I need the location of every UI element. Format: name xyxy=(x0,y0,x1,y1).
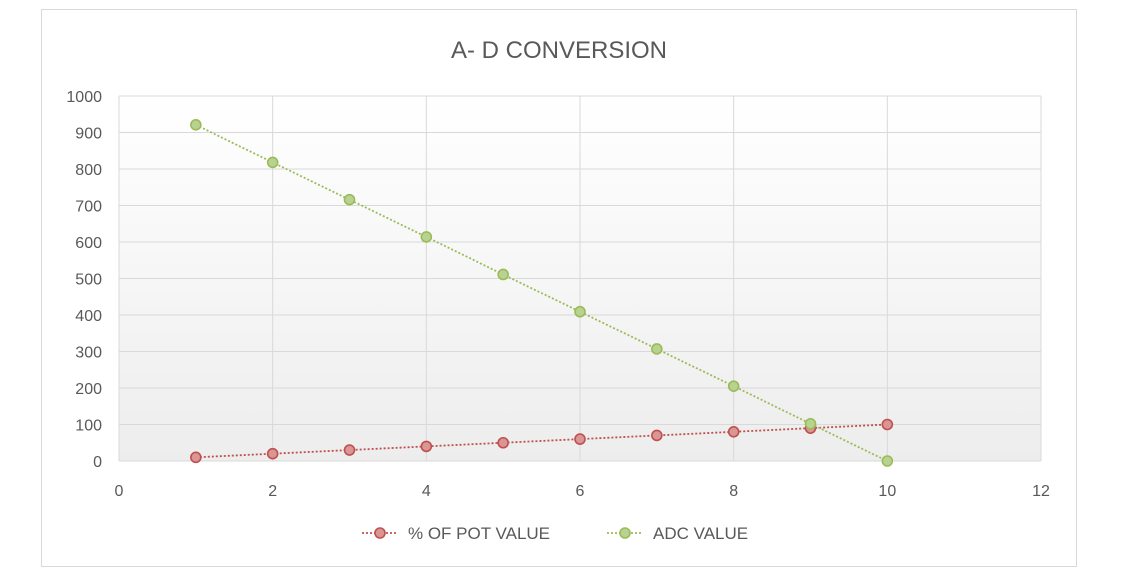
legend-item: % OF POT VALUE xyxy=(362,524,550,543)
y-tick-label: 100 xyxy=(75,418,102,435)
data-point xyxy=(574,433,586,445)
data-point xyxy=(497,436,509,449)
data-point xyxy=(881,418,894,431)
x-tick-label: 2 xyxy=(268,483,277,500)
y-tick-label: 900 xyxy=(75,126,102,143)
x-tick-label: 10 xyxy=(878,483,896,500)
legend-label: % OF POT VALUE xyxy=(408,524,550,543)
y-tick-label: 500 xyxy=(75,272,102,289)
chart-title: A- D CONVERSION xyxy=(451,37,667,64)
y-tick-label: 400 xyxy=(75,308,102,325)
data-point xyxy=(727,380,740,392)
y-tick-label: 600 xyxy=(75,235,102,252)
data-point xyxy=(420,440,433,453)
data-point xyxy=(881,455,894,467)
series-1 xyxy=(190,119,894,467)
y-tick-label: 200 xyxy=(75,381,102,398)
y-tick-label: 1000 xyxy=(66,89,102,106)
x-tick-label: 4 xyxy=(422,483,431,500)
data-point xyxy=(497,268,509,281)
chart-frame: A- D CONVERSION 0 100 200 300 400 500 600 700 80… xyxy=(41,9,1077,567)
series-layer xyxy=(190,119,894,467)
data-point xyxy=(651,343,663,355)
axis-tick-labels: 0 100 200 300 400 500 600 700 800 900 1000 0 2 4 6 8 10 1… xyxy=(66,89,1050,500)
legend: % OF POT VALUE ADC VALUE xyxy=(362,524,748,543)
legend-item: ADC VALUE xyxy=(607,524,748,543)
legend-label: ADC VALUE xyxy=(653,524,748,543)
y-tick-label: 300 xyxy=(75,345,102,362)
data-point xyxy=(343,193,356,206)
y-tick-label: 0 xyxy=(93,454,102,471)
data-point xyxy=(266,156,279,169)
data-point xyxy=(574,305,586,318)
data-point xyxy=(190,451,202,464)
data-point xyxy=(190,119,202,131)
x-tick-label: 6 xyxy=(576,483,585,500)
data-point xyxy=(651,429,663,442)
data-point xyxy=(266,447,279,460)
y-tick-label: 800 xyxy=(75,162,102,179)
legend-swatch-marker xyxy=(619,527,631,539)
data-point xyxy=(804,417,817,430)
data-point xyxy=(420,231,433,243)
series-line xyxy=(195,124,888,462)
grid-lines xyxy=(118,95,1042,462)
x-tick-label: 8 xyxy=(729,483,738,500)
legend-swatch-marker xyxy=(374,527,386,539)
chart-svg: A- D CONVERSION 010020030040050060070080… xyxy=(66,37,1050,543)
y-tick-label: 700 xyxy=(75,199,102,216)
x-tick-label: 12 xyxy=(1032,483,1050,500)
data-point xyxy=(343,444,356,456)
data-point xyxy=(727,425,740,438)
series-line xyxy=(195,423,888,459)
x-tick-label: 0 xyxy=(115,483,124,500)
